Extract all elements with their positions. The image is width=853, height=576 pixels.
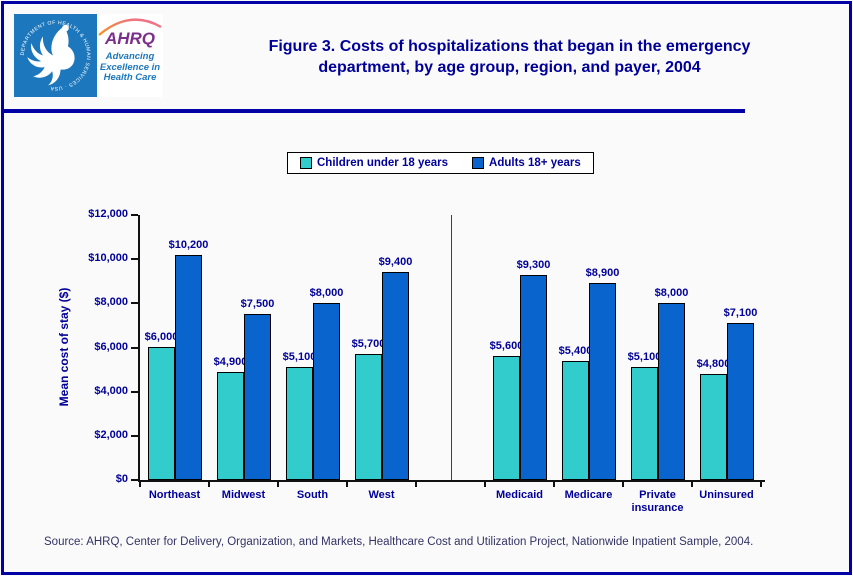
y-axis-tick-label: $2,000 [94, 428, 128, 441]
ahrq-tagline: Advancing Excellence in Health Care [97, 51, 163, 84]
y-axis-tick-label: $8,000 [94, 296, 128, 309]
x-axis-tick [415, 482, 417, 487]
bar-value-label: $8,900 [585, 267, 620, 279]
bar-children-west [355, 354, 382, 480]
y-axis-tick [131, 390, 138, 393]
ahrq-logo: DEPARTMENT OF HEALTH & HUMAN SERVICES · … [14, 14, 163, 97]
legend-item-adults: Adults 18+ years [472, 157, 581, 169]
header-divider-line [1, 109, 745, 113]
ahrq-wordmark: AHRQ [104, 29, 156, 48]
bar-value-label: $4,800 [696, 358, 731, 370]
hhs-logo: DEPARTMENT OF HEALTH & HUMAN SERVICES · … [14, 14, 97, 97]
x-axis-tick [277, 482, 279, 487]
x-axis-category-label: South [296, 489, 329, 501]
figure-title: Figure 3. Costs of hospitalizations that… [180, 36, 839, 78]
y-axis-tick [131, 258, 138, 261]
bar-value-label: $6,000 [144, 331, 179, 343]
y-axis-tick [131, 346, 138, 349]
group-separator-line [450, 215, 452, 480]
ahrq-logo-text-box: AHRQ Advancing Excellence in Health Care [97, 14, 163, 97]
bar-children-midwest [217, 372, 244, 480]
bar-value-label: $7,500 [240, 298, 275, 310]
y-axis-tick [131, 302, 138, 305]
bar-children-uninsured [700, 374, 727, 480]
bar-value-label: $5,700 [351, 338, 386, 350]
x-axis-tick [139, 482, 141, 487]
ahrq-tagline-line3: Health Care [103, 72, 157, 83]
legend-swatch-children [300, 157, 312, 169]
bar-value-label: $9,400 [378, 256, 413, 268]
x-axis-tick [622, 482, 624, 487]
y-axis-tick [131, 434, 138, 437]
legend-item-children: Children under 18 years [300, 157, 448, 169]
bar-value-label: $8,000 [309, 287, 344, 299]
bar-children-northeast [148, 347, 175, 480]
x-axis-category-label: Private insurance [631, 489, 684, 514]
bar-adults-midwest [244, 314, 271, 480]
bar-value-label: $10,200 [168, 239, 209, 251]
y-axis-tick-label: $12,000 [88, 208, 128, 220]
bar-adults-northeast [175, 255, 202, 480]
x-axis-tick [346, 482, 348, 487]
bar-value-label: $5,100 [282, 351, 317, 363]
bar-value-label: $7,100 [723, 307, 758, 319]
x-axis-tick [760, 482, 762, 487]
bar-adults-west [382, 272, 409, 480]
x-axis-category-label: Medicaid [495, 489, 544, 501]
bar-value-label: $8,000 [654, 287, 689, 299]
legend-swatch-adults [472, 157, 485, 169]
source-note: Source: AHRQ, Center for Delivery, Organ… [44, 536, 754, 548]
bar-children-private-insurance [631, 367, 658, 480]
y-axis-tick [131, 214, 138, 216]
bar-adults-private-insurance [658, 303, 685, 480]
x-axis-line [138, 480, 765, 482]
x-axis-category-label: Medicare [564, 489, 613, 501]
chart-legend: Children under 18 years Adults 18+ years [287, 152, 594, 174]
bar-adults-south [313, 303, 340, 480]
bar-children-medicaid [493, 356, 520, 480]
figure-title-line2: department, by age group, region, and pa… [318, 59, 701, 76]
x-axis-tick [691, 482, 693, 487]
x-axis-tick [484, 482, 486, 487]
figure-title-line1: Figure 3. Costs of hospitalizations that… [268, 38, 751, 55]
bar-value-label: $5,100 [627, 351, 662, 363]
ahrq-swoosh-icon [98, 18, 162, 36]
x-axis-category-label: Midwest [221, 489, 266, 501]
ahrq-tagline-line2: Excellence in [99, 61, 161, 73]
y-axis-line [138, 215, 140, 482]
y-axis-tick-label: $10,000 [88, 252, 128, 265]
x-axis-tick [553, 482, 555, 487]
legend-label-children: Children under 18 years [317, 157, 449, 169]
x-axis-category-label: Uninsured [699, 489, 754, 501]
bar-value-label: $5,600 [489, 340, 524, 352]
bar-value-label: $5,400 [558, 345, 593, 357]
hhs-eagle-icon: DEPARTMENT OF HEALTH & HUMAN SERVICES · … [20, 20, 91, 91]
ahrq-tagline-line1: Advancing [105, 51, 155, 62]
y-axis-tick [131, 479, 138, 481]
x-axis-category-label: Northeast [148, 489, 201, 501]
bar-value-label: $4,900 [213, 356, 248, 368]
legend-label-adults: Adults 18+ years [489, 157, 581, 169]
bar-children-south [286, 367, 313, 480]
y-axis-tick-label: $4,000 [94, 384, 128, 397]
bar-adults-medicaid [520, 275, 547, 480]
y-axis-tick-label: $6,000 [94, 340, 128, 353]
x-axis-tick [208, 482, 210, 487]
y-axis-tick-label: $0 [115, 473, 128, 485]
x-axis-category-label: West [368, 489, 395, 501]
bar-value-label: $9,300 [516, 259, 551, 271]
bar-adults-uninsured [727, 323, 754, 480]
bar-children-medicare [562, 361, 589, 480]
bar-adults-medicare [589, 283, 616, 480]
hhs-eagle-glyph [27, 24, 75, 86]
